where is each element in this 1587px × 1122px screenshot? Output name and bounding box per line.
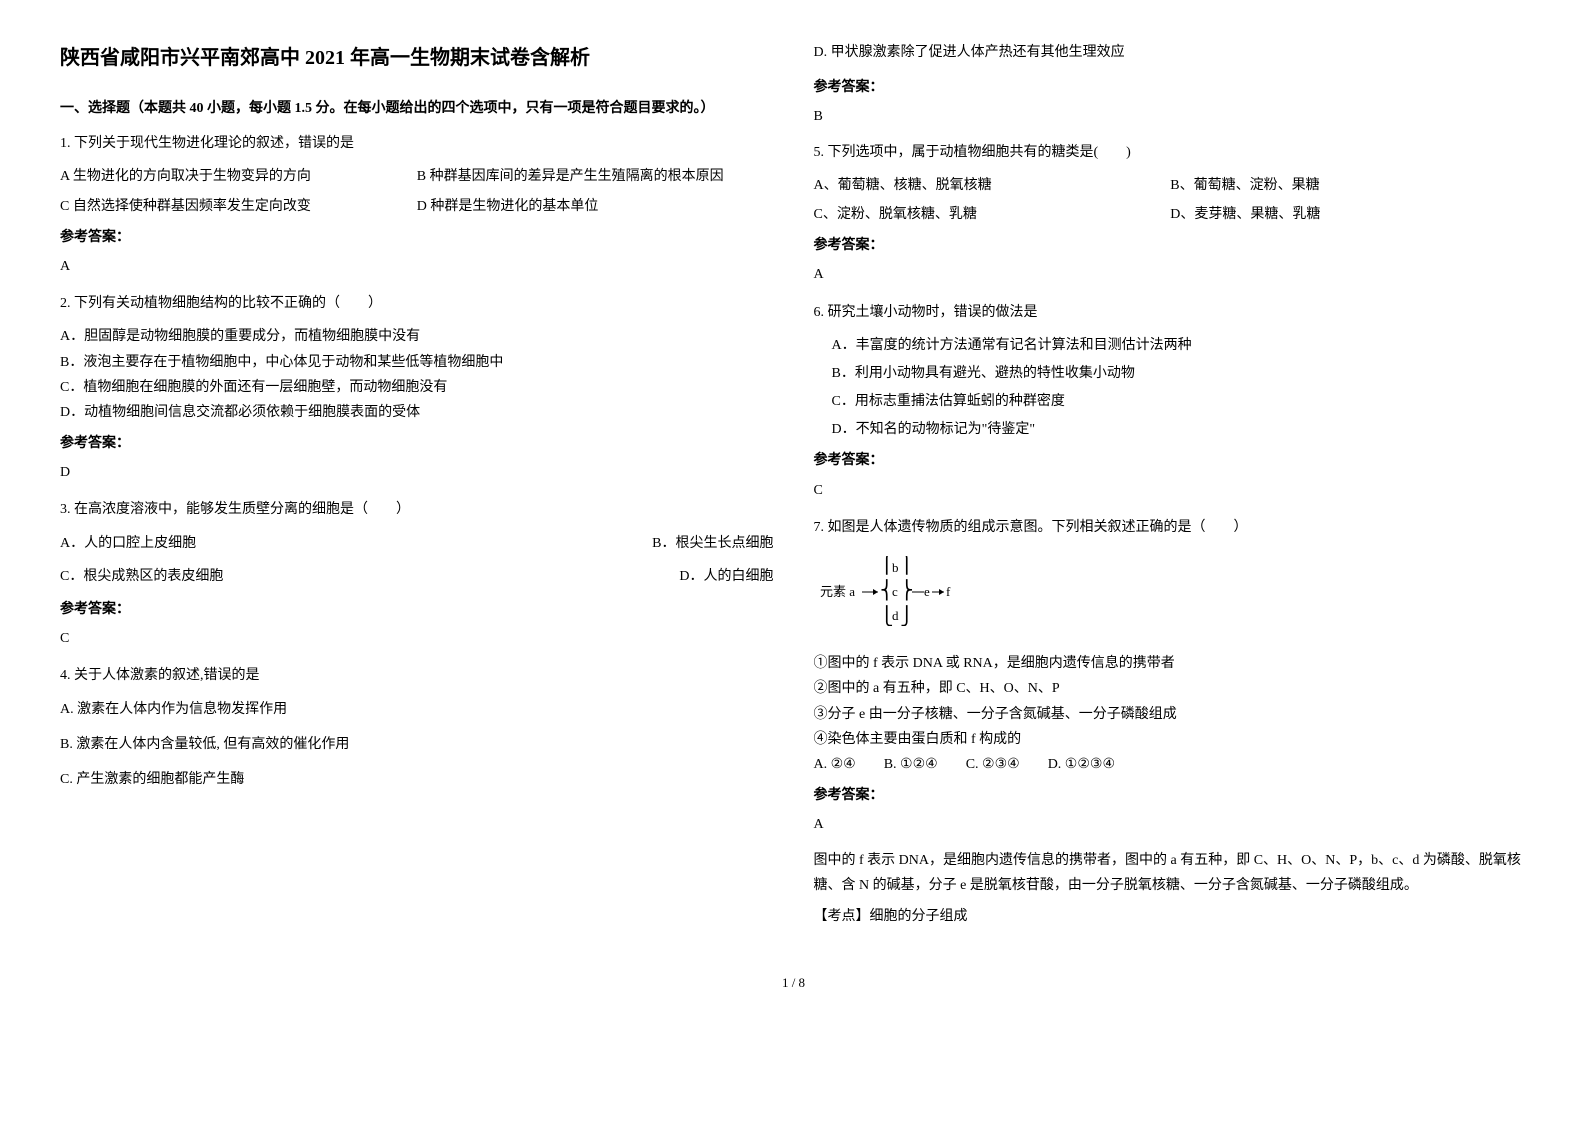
diagram-d: d [892, 608, 899, 623]
q1-optC: C 自然选择使种群基因频率发生定向改变 [60, 194, 417, 219]
q7-s2: ②图中的 a 有五种，即 C、H、O、N、P [814, 676, 1528, 701]
page-footer: 1 / 8 [60, 971, 1527, 994]
q1-answer: A [60, 254, 774, 279]
q2-optB: B．液泡主要存在于植物细胞中，中心体见于动物和某些低等植物细胞中 [60, 350, 774, 375]
q1-answer-label: 参考答案： [60, 225, 774, 250]
q7-topic: 【考点】细胞的分子组成 [814, 904, 1528, 929]
q3-optB: B．根尖生长点细胞 [652, 531, 773, 556]
q7-s1: ①图中的 f 表示 DNA 或 RNA，是细胞内遗传信息的携带者 [814, 651, 1528, 676]
q4-optC: C. 产生激素的细胞都能产生酶 [60, 767, 774, 792]
q1-optD: D 种群是生物进化的基本单位 [417, 194, 774, 219]
q5-optB: B、葡萄糖、淀粉、果糖 [1170, 173, 1527, 198]
q5-row2: C、淀粉、脱氧核糖、乳糖 D、麦芽糖、果糖、乳糖 [814, 202, 1528, 227]
right-column: D. 甲状腺激素除了促进人体产热还有其他生理效应 参考答案： B 5. 下列选项… [814, 40, 1528, 941]
q3-row2: C．根尖成熟区的表皮细胞 D．人的白细胞 [60, 564, 774, 589]
diagram-f: f [946, 584, 951, 599]
q7-diagram: 元素 a ⎧ ⎨ ⎩ b c d ⎫ ⎬ ⎭ e f [814, 550, 1528, 641]
rbrace-top: ⎫ [900, 556, 914, 575]
diagram-a: 元素 a [820, 584, 855, 599]
q3-stem: 3. 在高浓度溶液中，能够发生质壁分离的细胞是（ ） [60, 497, 774, 522]
q4-answer: B [814, 104, 1528, 129]
arrow3-head [939, 589, 944, 595]
q6-answer-label: 参考答案： [814, 448, 1528, 473]
q5-answer-label: 参考答案： [814, 233, 1528, 258]
q2-optC: C．植物细胞在细胞膜的外面还有一层细胞壁，而动物细胞没有 [60, 375, 774, 400]
q1-stem: 1. 下列关于现代生物进化理论的叙述，错误的是 [60, 131, 774, 156]
diagram-b: b [892, 560, 899, 575]
q1-optB: B 种群基因库间的差异是产生生殖隔离的根本原因 [417, 164, 774, 189]
rbrace-bot: ⎭ [900, 605, 914, 626]
question-4: 4. 关于人体激素的叙述,错误的是 A. 激素在人体内作为信息物发挥作用 B. … [60, 663, 774, 792]
left-column: 陕西省咸阳市兴平南郊高中 2021 年高一生物期末试卷含解析 一、选择题（本题共… [60, 40, 774, 941]
q3-answer: C [60, 626, 774, 651]
q1-optA: A 生物进化的方向取决于生物变异的方向 [60, 164, 417, 189]
q7-options: A. ②④ B. ①②④ C. ②③④ D. ①②③④ [814, 752, 1528, 777]
question-1: 1. 下列关于现代生物进化理论的叙述，错误的是 A 生物进化的方向取决于生物变异… [60, 131, 774, 279]
q2-stem: 2. 下列有关动植物细胞结构的比较不正确的（ ） [60, 291, 774, 316]
question-6: 6. 研究土壤小动物时，错误的做法是 A．丰富度的统计方法通常有记名计算法和目测… [814, 300, 1528, 503]
diagram-svg: 元素 a ⎧ ⎨ ⎩ b c d ⎫ ⎬ ⎭ e f [820, 556, 960, 626]
diagram-e: e [924, 584, 930, 599]
q7-explanation: 图中的 f 表示 DNA，是细胞内遗传信息的携带者，图中的 a 有五种，即 C、… [814, 848, 1528, 898]
q3-optD: D．人的白细胞 [679, 564, 773, 589]
q3-optC: C．根尖成熟区的表皮细胞 [60, 569, 223, 584]
q1-options-row2: C 自然选择使种群基因频率发生定向改变 D 种群是生物进化的基本单位 [60, 194, 774, 219]
question-5: 5. 下列选项中，属于动植物细胞共有的糖类是( ) A、葡萄糖、核糖、脱氧核糖 … [814, 140, 1528, 288]
q6-optD: D．不知名的动物标记为"待鉴定" [832, 417, 1528, 442]
question-3: 3. 在高浓度溶液中，能够发生质壁分离的细胞是（ ） A．人的口腔上皮细胞 B．… [60, 497, 774, 651]
q6-stem: 6. 研究土壤小动物时，错误的做法是 [814, 300, 1528, 325]
q5-answer: A [814, 262, 1528, 287]
q6-optA: A．丰富度的统计方法通常有记名计算法和目测估计法两种 [832, 333, 1528, 358]
section-header: 一、选择题（本题共 40 小题，每小题 1.5 分。在每小题给出的四个选项中，只… [60, 96, 774, 121]
question-2: 2. 下列有关动植物细胞结构的比较不正确的（ ） A．胆固醇是动物细胞膜的重要成… [60, 291, 774, 485]
q4-optD: D. 甲状腺激素除了促进人体产热还有其他生理效应 [814, 40, 1528, 65]
q5-stem: 5. 下列选项中，属于动植物细胞共有的糖类是( ) [814, 140, 1528, 165]
rbrace-mid: ⎬ [900, 579, 914, 601]
q2-optA: A．胆固醇是动物细胞膜的重要成分，而植物细胞膜中没有 [60, 324, 774, 349]
q2-answer: D [60, 460, 774, 485]
q4-optA: A. 激素在人体内作为信息物发挥作用 [60, 697, 774, 722]
exam-title: 陕西省咸阳市兴平南郊高中 2021 年高一生物期末试卷含解析 [60, 40, 774, 76]
q6-optB: B．利用小动物具有避光、避热的特性收集小动物 [832, 361, 1528, 386]
question-7: 7. 如图是人体遗传物质的组成示意图。下列相关叙述正确的是（ ） 元素 a ⎧ … [814, 515, 1528, 929]
q3-row1: A．人的口腔上皮细胞 B．根尖生长点细胞 [60, 531, 774, 556]
q5-optC: C、淀粉、脱氧核糖、乳糖 [814, 202, 1171, 227]
q4-optB: B. 激素在人体内含量较低, 但有高效的催化作用 [60, 732, 774, 757]
q1-options-row1: A 生物进化的方向取决于生物变异的方向 B 种群基因库间的差异是产生生殖隔离的根… [60, 164, 774, 189]
q5-optA: A、葡萄糖、核糖、脱氧核糖 [814, 173, 1171, 198]
arrow-head [873, 589, 878, 595]
q7-answer-label: 参考答案： [814, 783, 1528, 808]
q6-optC: C．用标志重捕法估算蚯蚓的种群密度 [832, 389, 1528, 414]
q7-stem: 7. 如图是人体遗传物质的组成示意图。下列相关叙述正确的是（ ） [814, 515, 1528, 540]
q7-s4: ④染色体主要由蛋白质和 f 构成的 [814, 727, 1528, 752]
q2-answer-label: 参考答案： [60, 431, 774, 456]
q2-optD: D．动植物细胞间信息交流都必须依赖于细胞膜表面的受体 [60, 400, 774, 425]
q5-row1: A、葡萄糖、核糖、脱氧核糖 B、葡萄糖、淀粉、果糖 [814, 173, 1528, 198]
q7-s3: ③分子 e 由一分子核糖、一分子含氮碱基、一分子磷酸组成 [814, 702, 1528, 727]
q4-answer-label: 参考答案： [814, 75, 1528, 100]
q5-optD: D、麦芽糖、果糖、乳糖 [1170, 202, 1527, 227]
q3-answer-label: 参考答案： [60, 597, 774, 622]
q7-answer: A [814, 812, 1528, 837]
q3-optA: A．人的口腔上皮细胞 [60, 536, 196, 551]
diagram-c: c [892, 584, 898, 599]
q4-stem: 4. 关于人体激素的叙述,错误的是 [60, 663, 774, 688]
q6-answer: C [814, 478, 1528, 503]
